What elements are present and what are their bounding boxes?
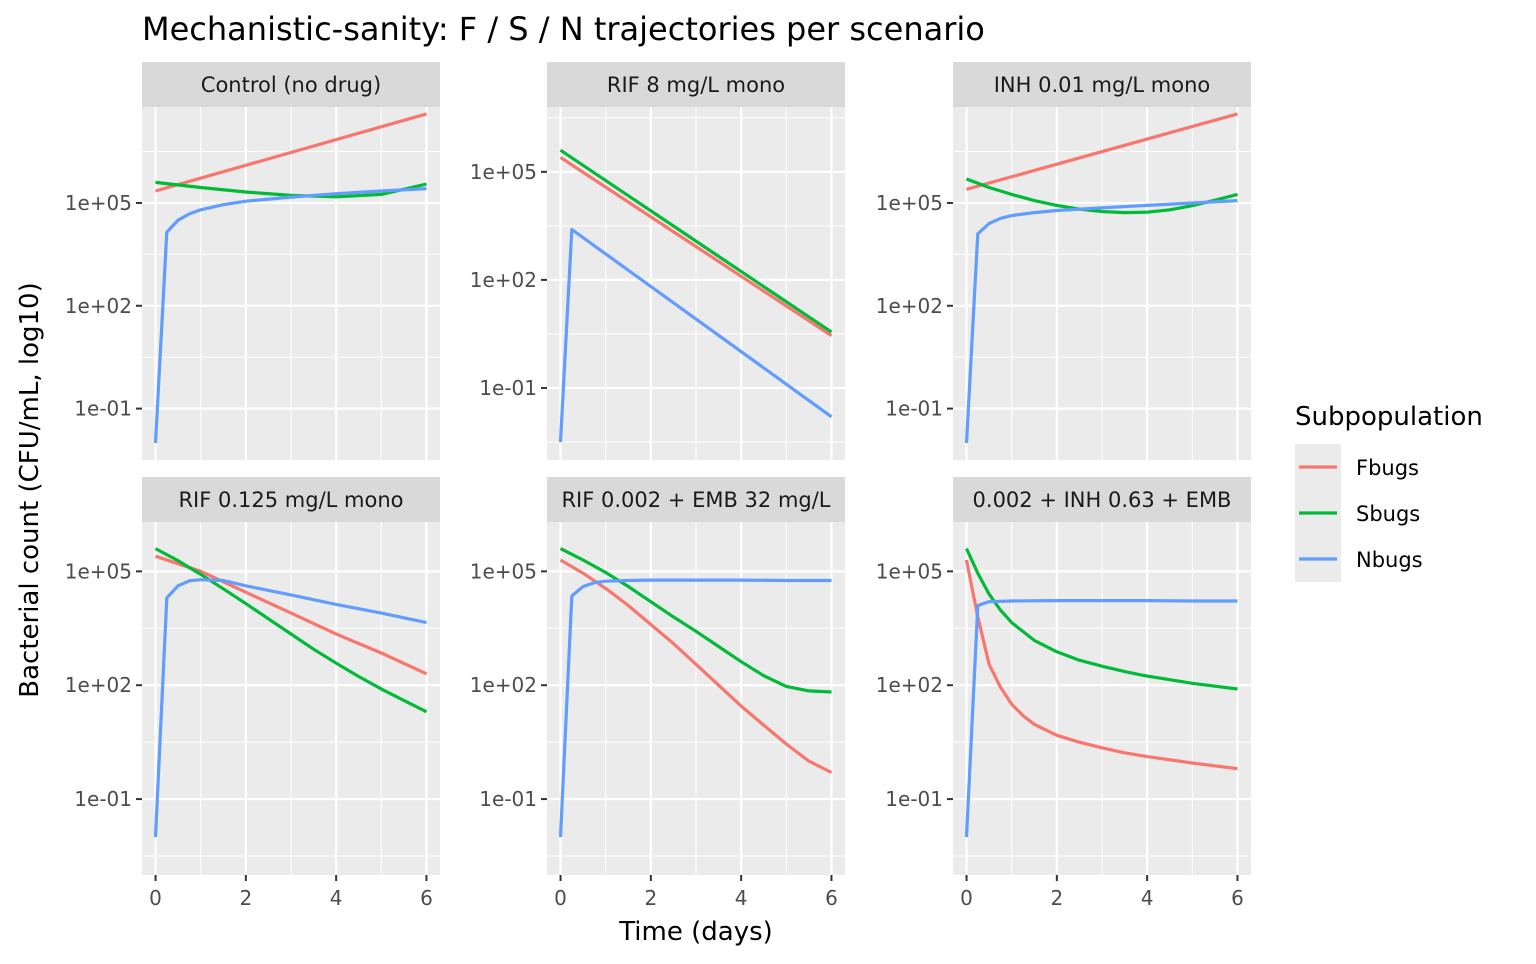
y-tick-label: 1e-01 xyxy=(479,787,537,811)
series-line-sbugs xyxy=(965,177,1238,215)
series-line-nbugs xyxy=(558,578,832,838)
legend-entry-label: Sbugs xyxy=(1356,502,1420,526)
chart-title: Mechanistic-sanity: F / S / N trajectori… xyxy=(142,10,985,48)
y-tick-label: 1e+05 xyxy=(65,559,132,583)
x-tick-label: 6 xyxy=(825,886,838,910)
series-line-nbugs xyxy=(964,199,1238,443)
legend-entry-label: Nbugs xyxy=(1356,548,1423,572)
x-tick-label: 2 xyxy=(239,886,252,910)
legend-keys: Fbugs Sbugs Nbugs xyxy=(1295,444,1423,582)
facet-strip-label: INH 0.01 mg/L mono xyxy=(994,73,1211,97)
series-line-nbugs xyxy=(964,598,1238,838)
facet-strip xyxy=(953,477,1251,522)
facet-strip xyxy=(953,62,1251,107)
x-tick-label: 4 xyxy=(735,886,748,910)
y-tick-label: 1e-01 xyxy=(74,787,132,811)
y-tick-label: 1e-01 xyxy=(479,376,537,400)
y-tick-label: 1e+02 xyxy=(65,294,132,318)
series-line-sbugs xyxy=(155,180,427,199)
y-tick-label: 1e-01 xyxy=(885,787,943,811)
series-line-sbugs xyxy=(559,547,832,694)
y-tick-label: 1e+02 xyxy=(470,673,537,697)
legend: Subpopulation Fbugs Sbugs Nbugs xyxy=(1295,402,1483,582)
series-line-fbugs xyxy=(966,112,1238,191)
y-tick-label: 1e+02 xyxy=(470,268,537,292)
facet-panel: RIF 0.125 mg/L mono 0 2 4 6 1e-01 1e+02 1e+05 xyxy=(65,477,440,910)
y-tick-label: 1e+02 xyxy=(65,673,132,697)
series-group xyxy=(153,112,427,443)
y-tick-label: 1e+05 xyxy=(470,160,537,184)
facet-strip xyxy=(142,62,440,107)
facet-strip-label: RIF 0.002 + EMB 32 mg/L xyxy=(561,488,830,512)
x-tick-label: 0 xyxy=(554,886,567,910)
facet-strip-label: Control (no drug) xyxy=(201,73,381,97)
series-line-fbugs xyxy=(559,558,833,774)
series-line-sbugs xyxy=(965,547,1238,691)
x-tick-label: 6 xyxy=(420,886,433,910)
x-tick-label: 6 xyxy=(1231,886,1244,910)
x-tick-label: 0 xyxy=(149,886,162,910)
y-tick-label: 1e+05 xyxy=(470,559,537,583)
legend-entry-label: Fbugs xyxy=(1356,456,1419,480)
series-line-nbugs xyxy=(558,227,833,443)
facet-strip xyxy=(142,477,440,522)
y-tick-label: 1e+05 xyxy=(65,191,132,215)
series-line-fbugs xyxy=(155,112,427,193)
facet-strip xyxy=(547,477,845,522)
series-line-nbugs xyxy=(153,187,427,443)
facet-strip-label: RIF 8 mg/L mono xyxy=(607,73,785,97)
x-tick-label: 4 xyxy=(330,886,343,910)
y-tick-label: 1e+05 xyxy=(876,191,943,215)
series-line-fbugs xyxy=(154,554,428,676)
facet-strip-label: RIF 0.125 mg/L mono xyxy=(178,488,403,512)
x-tick-label: 2 xyxy=(644,886,657,910)
facet-panel: Control (no drug) 1e-01 1e+02 1e+05 xyxy=(65,62,440,460)
y-tick-label: 1e-01 xyxy=(885,397,943,421)
x-tick-label: 0 xyxy=(960,886,973,910)
series-group xyxy=(153,547,428,838)
x-tick-label: 2 xyxy=(1050,886,1063,910)
y-tick-label: 1e-01 xyxy=(74,397,132,421)
facet-strip-label: 0.002 + INH 0.63 + EMB xyxy=(973,488,1232,512)
series-line-fbugs xyxy=(559,156,833,338)
facet-panel: INH 0.01 mg/L mono 1e-01 1e+02 1e+05 xyxy=(876,62,1251,460)
series-line-nbugs xyxy=(153,578,427,838)
facet-panel: 0.002 + INH 0.63 + EMB 0 2 4 6 1e-01 1e+02 1e+0… xyxy=(876,477,1251,910)
series-group xyxy=(964,112,1238,443)
x-axis-label: Time (days) xyxy=(618,917,773,947)
y-tick-label: 1e+05 xyxy=(876,559,943,583)
y-axis-label: Bacterial count (CFU/mL, log10) xyxy=(15,282,45,697)
legend-title: Subpopulation xyxy=(1295,402,1483,432)
series-group xyxy=(558,148,833,443)
facet-panel: RIF 0.002 + EMB 32 mg/L 0 2 4 6 1e-01 1e+02 1e+… xyxy=(470,477,845,910)
y-tick-label: 1e+02 xyxy=(876,294,943,318)
y-tick-label: 1e+02 xyxy=(876,673,943,697)
x-tick-label: 4 xyxy=(1141,886,1154,910)
series-group xyxy=(558,547,833,838)
series-group xyxy=(964,547,1238,838)
facet-panel: RIF 8 mg/L mono 1e-01 1e+02 1e+05 xyxy=(470,62,845,460)
series-line-sbugs xyxy=(559,148,833,334)
facet-strip xyxy=(547,62,845,107)
series-line-sbugs xyxy=(154,547,428,714)
series-line-fbugs xyxy=(964,559,1238,771)
